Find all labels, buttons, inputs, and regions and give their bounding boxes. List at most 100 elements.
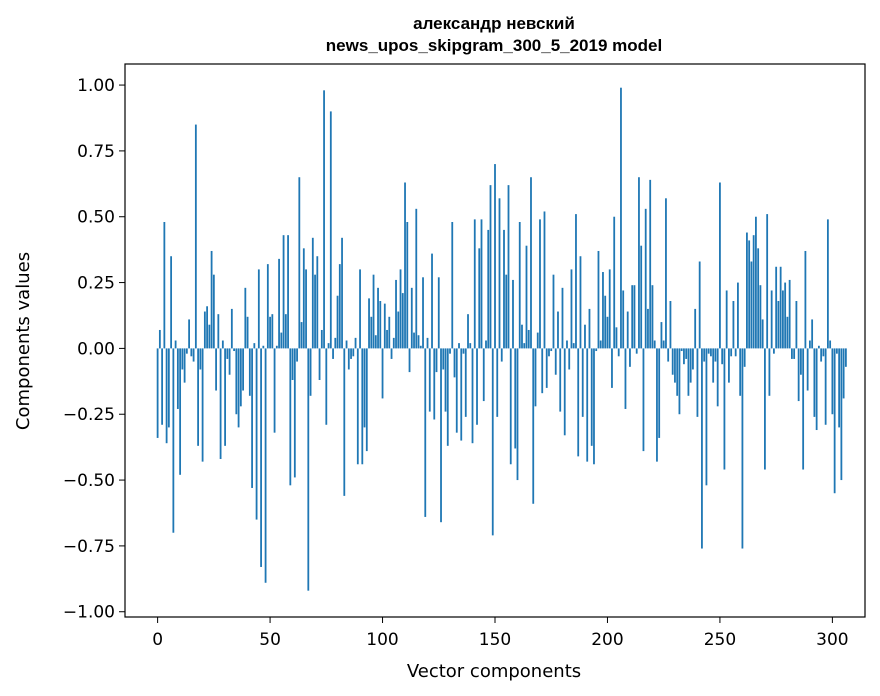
bar-155	[505, 274, 508, 349]
bar-166	[530, 177, 532, 349]
bar-136	[462, 348, 465, 354]
bar-16	[192, 348, 195, 362]
bar-278	[782, 290, 784, 349]
bar-9	[176, 348, 179, 409]
bar-27	[217, 314, 220, 349]
bar-73	[320, 329, 323, 349]
bar-108	[399, 269, 402, 349]
bar-276	[777, 301, 780, 349]
bar-302	[835, 348, 838, 354]
bar-54	[278, 258, 280, 349]
bar-214	[638, 177, 640, 349]
bar-295	[820, 348, 823, 362]
y-tick-label: −0.25	[63, 405, 115, 425]
bar-86	[350, 348, 352, 359]
bar-38	[242, 348, 244, 391]
bar-254	[728, 348, 730, 383]
y-tick-label: 0.75	[77, 142, 115, 162]
bar-118	[422, 277, 424, 349]
bar-224	[660, 322, 663, 349]
bar-23	[208, 324, 211, 349]
bar-64	[300, 322, 303, 349]
bar-116	[417, 335, 420, 349]
bar-121	[428, 348, 431, 412]
bar-120	[426, 337, 429, 349]
bar-50	[269, 316, 271, 349]
bar-145	[482, 348, 485, 402]
bar-5	[167, 348, 170, 428]
bar-150	[494, 164, 496, 349]
bar-290	[808, 340, 811, 349]
bar-138	[467, 314, 469, 349]
bar-243	[703, 348, 706, 362]
bar-84	[345, 340, 348, 349]
bar-222	[656, 348, 658, 462]
bar-85	[347, 348, 350, 370]
bar-207	[622, 290, 625, 349]
bar-289	[806, 348, 809, 391]
bar-133	[455, 348, 458, 433]
y-tick-label: −0.75	[63, 537, 115, 557]
bar-144	[480, 219, 483, 349]
bar-235	[685, 348, 688, 359]
bar-82	[341, 237, 343, 349]
bar-117	[419, 345, 422, 349]
bar-131	[451, 222, 454, 349]
bar-297	[824, 348, 827, 425]
bar-70	[314, 274, 316, 349]
bar-151	[496, 348, 499, 417]
bar-287	[802, 348, 805, 470]
bar-277	[779, 266, 782, 349]
bar-46	[260, 348, 262, 567]
bar-171	[541, 348, 544, 394]
bar-228	[669, 301, 672, 349]
bar-263	[748, 240, 751, 349]
bar-56	[282, 235, 285, 349]
bar-78	[332, 348, 334, 359]
bar-206	[620, 87, 622, 349]
bar-81	[338, 264, 341, 349]
bar-126	[440, 348, 442, 523]
bar-189	[581, 348, 584, 417]
bar-123	[433, 348, 436, 420]
bar-159	[514, 348, 517, 449]
bar-221	[653, 340, 656, 349]
bar-69	[311, 237, 314, 349]
bar-35	[235, 348, 238, 415]
bar-47	[262, 345, 265, 349]
bar-3	[163, 222, 166, 349]
bar-19	[199, 348, 202, 370]
bar-63	[298, 177, 301, 349]
bar-28	[219, 348, 222, 459]
bar-286	[800, 348, 802, 375]
bar-142	[476, 348, 478, 425]
bar-157	[509, 348, 512, 465]
bar-239	[694, 308, 697, 349]
bar-8	[174, 340, 177, 349]
bar-227	[667, 348, 670, 362]
bar-199	[604, 295, 607, 349]
x-tick-label: 100	[366, 630, 398, 650]
x-axis-ticks: 0 50 100 150 200 250 300	[152, 617, 849, 650]
bar-93	[365, 348, 368, 452]
bar-20	[201, 348, 204, 462]
bar-172	[543, 211, 546, 349]
bar-65	[302, 248, 305, 349]
bar-169	[536, 332, 539, 349]
bar-213	[635, 348, 638, 354]
bar-29	[221, 340, 224, 349]
bar-100	[381, 348, 384, 399]
bar-252	[723, 348, 726, 470]
bar-61	[293, 348, 296, 478]
bar-303	[838, 348, 841, 428]
plot-frame	[124, 63, 866, 618]
x-tick-label: 250	[704, 630, 736, 650]
bar-256	[732, 301, 735, 349]
bar-275	[775, 266, 778, 349]
bar-218	[647, 308, 649, 349]
bar-247	[712, 348, 715, 383]
bar-91	[361, 348, 364, 465]
bar-60	[291, 348, 294, 380]
bar-68	[309, 348, 312, 396]
bar-134	[458, 343, 460, 349]
